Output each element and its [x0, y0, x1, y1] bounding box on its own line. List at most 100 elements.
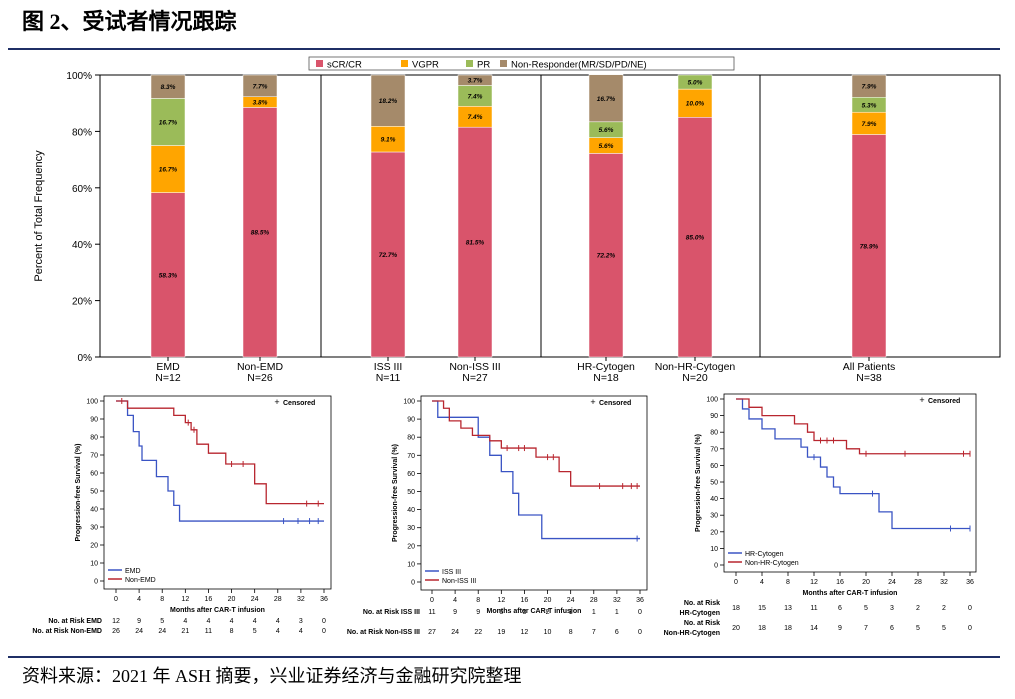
at-risk-count: 5 — [253, 628, 257, 635]
km-x-tick-label: 4 — [137, 596, 141, 603]
km-x-tick-label: 16 — [521, 597, 529, 604]
km-y-tick-label: 50 — [710, 480, 718, 487]
km-x-tick-label: 8 — [786, 579, 790, 586]
bar-data-label: 9.1% — [381, 137, 396, 144]
km-x-tick-label: 12 — [497, 597, 505, 604]
km-x-tick-label: 36 — [966, 579, 974, 586]
km-x-tick-label: 28 — [274, 596, 282, 603]
km-y-tick-label: 0 — [714, 563, 718, 570]
km-y-tick-label: 100 — [403, 399, 415, 406]
x-category-label: HR-Cytogen — [577, 361, 635, 373]
km-x-tick-label: 28 — [914, 579, 922, 586]
at-risk-count: 12 — [521, 629, 529, 636]
y-tick-label: 0% — [78, 353, 93, 364]
bar-segment-non-responder — [851, 74, 887, 98]
km-y-tick-label: 70 — [710, 446, 718, 453]
km-y-tick-label: 40 — [90, 507, 98, 514]
km-y-tick-label: 70 — [407, 453, 415, 460]
bar-data-label: 3.7% — [468, 78, 483, 85]
bar-data-label: 72.7% — [379, 252, 398, 259]
at-risk-count: 15 — [758, 605, 766, 612]
km-x-tick-label: 0 — [734, 579, 738, 586]
at-risk-label: No. at Risk — [684, 620, 720, 627]
km-y-tick-label: 50 — [90, 489, 98, 496]
km-y-tick-label: 50 — [407, 489, 415, 496]
x-category-label: EMD — [156, 361, 180, 373]
censored-legend-icon: + — [274, 397, 279, 407]
y-tick-label: 80% — [72, 127, 92, 138]
km-x-tick-label: 16 — [205, 596, 213, 603]
km-y-tick-label: 10 — [90, 561, 98, 568]
at-risk-count: 7 — [592, 629, 596, 636]
at-risk-label: HR-Cytogen — [680, 610, 720, 617]
km-y-tick-label: 90 — [407, 417, 415, 424]
km-y-tick-label: 70 — [90, 453, 98, 460]
legend-swatch — [500, 60, 507, 67]
at-risk-count: 5 — [864, 605, 868, 612]
censored-legend-label: Censored — [599, 400, 631, 407]
km-plot-frame — [103, 395, 332, 590]
at-risk-count: 9 — [476, 609, 480, 616]
bar-data-label: 72.2% — [597, 253, 616, 260]
bar-data-label: 16.7% — [597, 96, 616, 103]
bar-data-label: 5.3% — [862, 102, 877, 109]
y-axis-label: Percent of Total Frequency — [33, 150, 45, 282]
km-legend-label: Non-EMD — [125, 577, 156, 584]
km-y-tick-label: 0 — [94, 579, 98, 586]
at-risk-count: 4 — [206, 618, 210, 625]
at-risk-count: 11 — [428, 609, 435, 616]
at-risk-count: 13 — [784, 605, 792, 612]
x-category-label: Non-HR-Cytogen — [655, 361, 736, 373]
km-y-tick-label: 60 — [407, 471, 415, 478]
km-x-tick-label: 36 — [320, 596, 328, 603]
at-risk-label: No. at Risk Non-ISS III — [347, 629, 420, 636]
at-risk-count: 0 — [638, 629, 642, 636]
x-category-n-label: N=18 — [593, 372, 619, 384]
km-x-tick-label: 20 — [862, 579, 870, 586]
bar-segment-non-responder — [150, 74, 186, 99]
km-y-tick-label: 100 — [706, 397, 718, 404]
bar-segment-scr-cr — [677, 117, 713, 358]
at-risk-count: 6 — [615, 629, 619, 636]
km-y-tick-label: 10 — [710, 546, 718, 553]
x-category-n-label: N=20 — [682, 372, 708, 384]
x-category-label: All Patients — [843, 361, 896, 373]
km-y-tick-label: 0 — [411, 580, 415, 587]
km-x-tick-label: 12 — [181, 596, 189, 603]
figure-title: 图 2、受试者情况跟踪 — [22, 9, 237, 34]
at-risk-count: 8 — [569, 629, 573, 636]
at-risk-count: 4 — [276, 618, 280, 625]
at-risk-count: 0 — [322, 618, 326, 625]
km-curve-0 — [116, 400, 324, 522]
km-y-tick-label: 90 — [90, 417, 98, 424]
at-risk-count: 7 — [864, 625, 868, 632]
at-risk-count: 0 — [968, 625, 972, 632]
km-legend-label: EMD — [125, 568, 141, 575]
censored-legend-icon: + — [590, 397, 595, 407]
bar-segment-scr-cr — [242, 107, 278, 358]
at-risk-count: 2 — [942, 605, 946, 612]
km-curve-0 — [736, 398, 970, 530]
at-risk-count: 22 — [474, 629, 482, 636]
x-category-label: Non-ISS III — [449, 361, 500, 373]
bar-data-label: 7.9% — [862, 121, 877, 128]
bar-data-label: 58.3% — [159, 272, 178, 279]
at-risk-count: 1 — [569, 609, 573, 616]
km-x-tick-label: 8 — [160, 596, 164, 603]
km-x-tick-label: 0 — [430, 597, 434, 604]
x-category-label: Non-EMD — [237, 361, 284, 373]
at-risk-count: 6 — [838, 605, 842, 612]
km-y-tick-label: 90 — [710, 413, 718, 420]
km-legend-label: Non-ISS III — [442, 578, 476, 585]
km-x-tick-label: 24 — [567, 597, 575, 604]
bar-data-label: 16.7% — [159, 167, 178, 174]
at-risk-count: 8 — [230, 628, 234, 635]
legend-label: Non-Responder(MR/SD/PD/NE) — [511, 60, 647, 71]
bar-segment-pr — [677, 74, 713, 90]
km-curve-1 — [736, 398, 970, 455]
y-tick-label: 100% — [66, 71, 92, 82]
bar-data-label: 7.4% — [468, 93, 483, 100]
at-risk-count: 11 — [205, 628, 212, 635]
km-x-tick-label: 28 — [590, 597, 598, 604]
